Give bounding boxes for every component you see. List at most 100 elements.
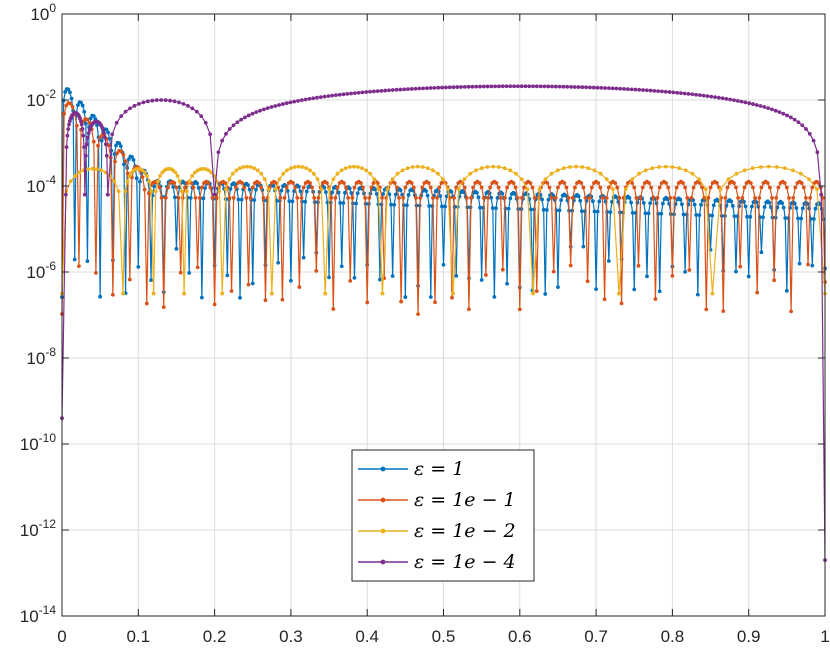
series-point xyxy=(373,187,378,192)
series-point xyxy=(730,204,735,208)
series-point xyxy=(147,179,152,184)
series-point xyxy=(675,90,680,95)
series-point xyxy=(371,89,376,94)
series-point xyxy=(721,309,726,314)
series-point xyxy=(748,181,753,185)
legend-marker xyxy=(380,466,386,472)
series-point xyxy=(568,165,572,169)
series-point xyxy=(304,189,309,194)
series-point xyxy=(599,85,604,90)
series-point xyxy=(498,195,503,200)
series-point xyxy=(177,100,181,105)
series-point xyxy=(360,166,364,171)
series-point xyxy=(113,159,117,164)
series-point xyxy=(670,273,675,278)
series-point xyxy=(247,187,252,192)
series-point xyxy=(102,131,106,136)
series-point xyxy=(735,98,740,103)
series-point xyxy=(681,212,686,217)
series-point xyxy=(459,85,463,89)
series-point xyxy=(250,185,255,190)
series-point xyxy=(723,195,728,200)
series-point xyxy=(327,187,332,192)
series-point xyxy=(163,98,168,103)
series-point xyxy=(315,177,320,182)
series-point xyxy=(663,89,668,94)
series-point xyxy=(640,185,645,190)
series-point xyxy=(168,98,172,103)
series-point xyxy=(541,207,546,212)
series-point xyxy=(344,185,348,190)
series-point xyxy=(409,181,414,185)
series-point xyxy=(793,185,798,190)
series-point xyxy=(206,168,211,173)
series-point xyxy=(819,192,824,197)
series-point xyxy=(450,295,454,300)
series-point xyxy=(413,86,418,91)
series-point xyxy=(364,90,369,94)
series-point xyxy=(101,127,105,132)
series-point xyxy=(796,120,801,125)
series-point xyxy=(550,84,554,89)
series-point xyxy=(538,84,543,89)
series-point xyxy=(638,195,643,200)
series-point xyxy=(425,86,429,91)
series-point xyxy=(355,191,360,196)
series-point xyxy=(206,181,211,185)
series-point xyxy=(715,181,719,185)
series-point xyxy=(534,289,539,294)
series-point xyxy=(252,198,257,202)
series-point xyxy=(672,195,677,200)
series-point xyxy=(392,181,397,185)
series-point xyxy=(292,165,297,169)
series-point xyxy=(529,207,533,212)
series-point xyxy=(583,195,588,200)
series-point xyxy=(349,91,353,96)
series-point xyxy=(121,152,126,157)
series-point xyxy=(497,84,501,89)
series-point xyxy=(703,187,708,192)
series-point xyxy=(171,185,176,189)
series-point xyxy=(666,185,671,190)
series-point xyxy=(447,85,452,90)
series-point xyxy=(678,197,683,202)
x-tick-label: 0.6 xyxy=(508,627,532,646)
series-point xyxy=(99,138,104,143)
series-point xyxy=(568,263,573,268)
series-point xyxy=(486,195,490,200)
series-point xyxy=(452,195,456,200)
series-point xyxy=(557,208,562,213)
series-point xyxy=(630,210,635,215)
series-point xyxy=(544,208,549,212)
series-point xyxy=(190,173,195,178)
series-point xyxy=(238,166,242,171)
series-point xyxy=(281,171,286,176)
series-point xyxy=(514,171,518,176)
series-point xyxy=(441,262,446,267)
series-point xyxy=(572,85,577,89)
series-point xyxy=(142,170,147,175)
series-point xyxy=(799,181,804,185)
y-tick-label: 10-4 xyxy=(26,173,56,196)
series-point xyxy=(290,199,295,204)
series-point xyxy=(395,171,400,176)
series-point xyxy=(630,181,635,185)
series-point xyxy=(785,113,789,118)
series-point xyxy=(657,185,662,190)
series-point xyxy=(223,187,228,192)
series-point xyxy=(683,185,688,190)
series-point xyxy=(63,192,68,197)
series-point xyxy=(699,202,703,207)
series-point xyxy=(239,197,244,202)
series-point xyxy=(502,166,507,171)
series-point xyxy=(210,195,215,200)
series-point xyxy=(749,204,754,209)
series-point xyxy=(212,192,217,197)
series-point xyxy=(130,154,134,159)
series-point xyxy=(425,193,430,198)
series-point xyxy=(114,120,119,125)
series-point xyxy=(595,209,600,214)
series-point xyxy=(596,181,601,185)
series-point xyxy=(119,114,124,119)
legend-label: ε = 1 xyxy=(414,458,464,480)
